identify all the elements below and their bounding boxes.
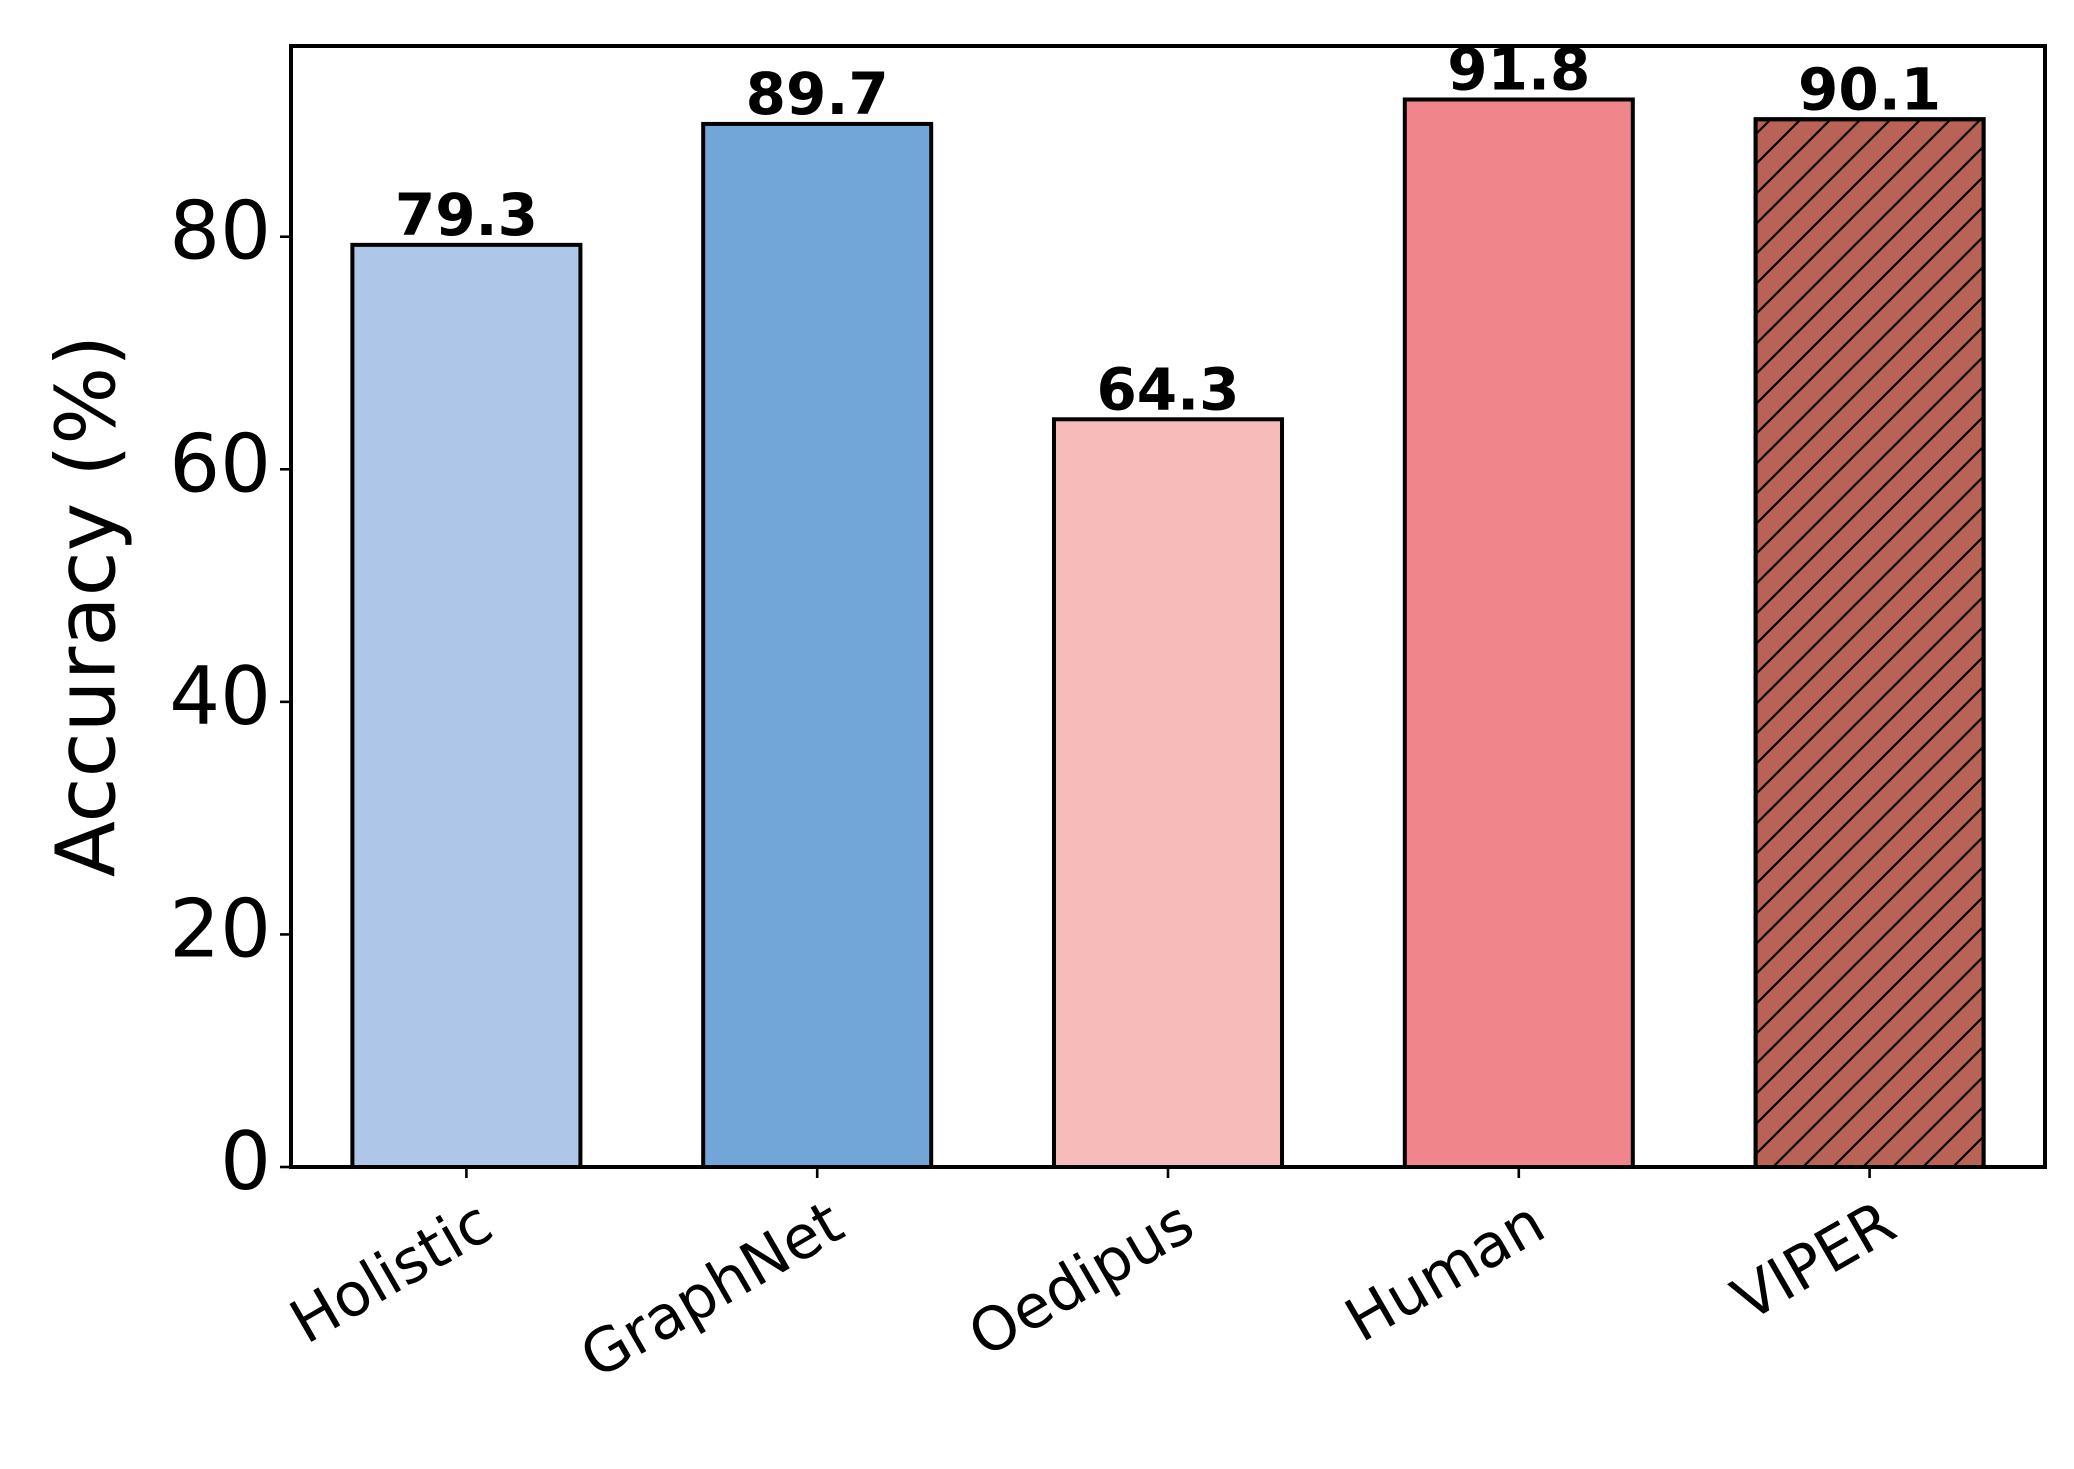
x-tick-label: VIPER xyxy=(1721,1187,1907,1335)
x-tick-label: Oedipus xyxy=(957,1187,1205,1371)
bar xyxy=(350,242,583,1169)
bar xyxy=(701,121,934,1169)
value-label: 89.7 xyxy=(746,60,889,128)
value-label: 90.1 xyxy=(1798,55,1941,123)
x-tick-label: Holistic xyxy=(279,1187,504,1357)
y-axis-label: Accuracy (%) xyxy=(39,335,134,877)
value-label: 79.3 xyxy=(395,181,538,249)
y-tick-label: 40 xyxy=(169,650,271,743)
bar-hatch xyxy=(1753,117,1986,1169)
bar xyxy=(1402,97,1635,1169)
x-tick-label: Human xyxy=(1334,1187,1556,1356)
x-tick-label: GraphNet xyxy=(569,1187,855,1392)
value-label: 64.3 xyxy=(1096,355,1239,423)
bar xyxy=(1051,417,1285,1169)
y-tick-label: 60 xyxy=(169,417,271,510)
y-tick-label: 80 xyxy=(169,185,271,278)
plot-frame xyxy=(289,44,2047,1169)
y-tick-label: 20 xyxy=(169,882,271,975)
y-tick-label: 0 xyxy=(220,1115,271,1208)
